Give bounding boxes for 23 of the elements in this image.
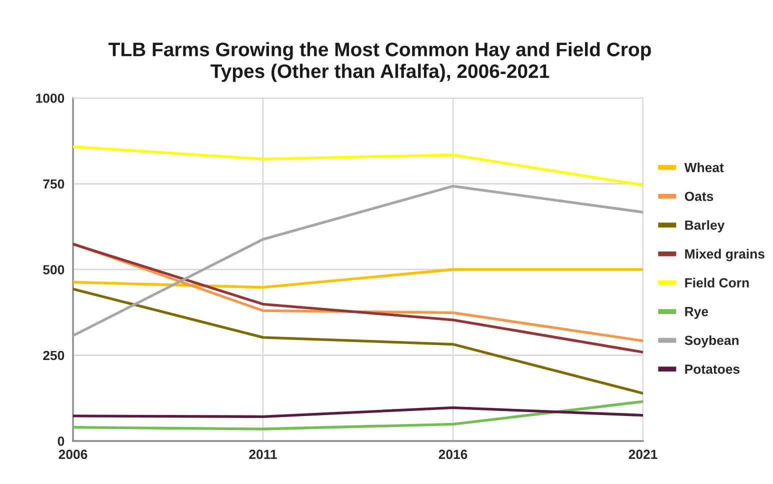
legend-label: Field Corn <box>685 278 749 288</box>
y-tick-label: 250 <box>43 350 64 360</box>
line-series <box>73 406 643 418</box>
legend-label: Wheat <box>684 162 724 172</box>
line-series <box>73 400 643 430</box>
line-series <box>73 184 643 338</box>
legend-label: Barley <box>685 220 725 232</box>
y-tick-label: 500 <box>43 265 64 274</box>
y-tick-label: 0 <box>58 436 64 446</box>
legend-label: Oats <box>684 192 714 202</box>
legend-label: Mixed grains <box>685 248 764 262</box>
y-tick-label: 1000 <box>36 94 64 103</box>
y-tick-label: 750 <box>43 179 64 189</box>
line-series <box>73 288 643 395</box>
legend-label: Rye <box>685 307 708 319</box>
chart-title: TLB Farms Growing the Most Common Hay and Field Crop Types (Other than Alfalfa), 2006-2021 <box>108 42 651 82</box>
x-tick-label: 2011 <box>249 450 277 460</box>
x-tick-label: 2021 <box>628 450 658 460</box>
line-series <box>73 145 643 186</box>
legend-label: Soybean <box>684 335 738 348</box>
legend-label: Potatoes <box>685 364 740 374</box>
x-tick-label: 2016 <box>438 450 468 460</box>
x-tick-label: 2006 <box>58 450 88 460</box>
